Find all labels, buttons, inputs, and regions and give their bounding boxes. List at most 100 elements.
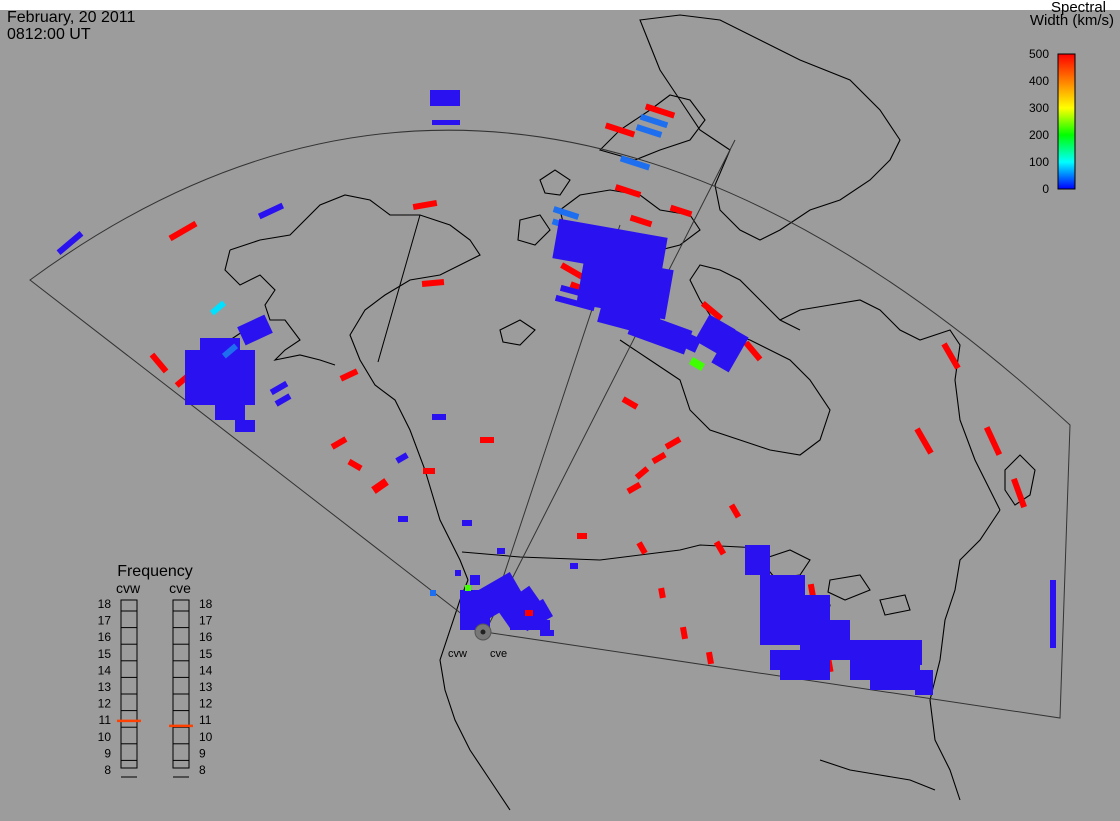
scatter-cell — [496, 585, 544, 630]
scatter-cell — [554, 294, 596, 312]
scatter-cell — [700, 300, 724, 322]
frequency-tick-left: 8 — [104, 763, 111, 777]
colorbar-tick-label: 100 — [1029, 155, 1049, 169]
frequency-column-cvw — [120, 599, 138, 769]
scatter-cell — [412, 199, 438, 211]
scatter-cell — [780, 650, 830, 680]
frequency-tick-left: 18 — [98, 597, 112, 611]
frequency-title: Frequency — [117, 563, 193, 580]
scatter-cell — [688, 357, 706, 371]
frequency-tick-left: 12 — [98, 697, 112, 711]
radar-label-cve: cve — [490, 648, 507, 660]
colorbar-tick-label: 0 — [1042, 182, 1049, 196]
scatter-cell — [480, 437, 494, 443]
frequency-label-cve: cve — [169, 580, 191, 596]
scatter-cell — [745, 545, 770, 575]
scatter-cell — [914, 427, 934, 455]
scatter-cell — [430, 90, 460, 106]
radar-site-center — [480, 629, 486, 635]
frequency-tick-right: 18 — [199, 597, 213, 611]
scatter-cell — [510, 620, 550, 630]
coastlines — [189, 14, 1036, 811]
scatter-cell — [552, 206, 580, 220]
scatter-cell — [770, 650, 782, 670]
scatter-cell — [604, 122, 636, 138]
scatter-cell — [629, 214, 653, 228]
frequency-tick-right: 9 — [199, 746, 206, 760]
scatter-cell — [807, 583, 817, 599]
scatter-cell — [552, 218, 668, 278]
scatter-cell — [235, 420, 255, 432]
scatter-cell — [915, 670, 933, 695]
colorbar: 500 400 300 200 100 0 — [1029, 47, 1076, 196]
radar-label-cvw: cvw — [448, 648, 467, 660]
scatter-cell — [639, 113, 669, 129]
scatter-cell — [711, 327, 749, 373]
scatter-cell — [1011, 477, 1027, 509]
scatter-cell — [462, 520, 472, 526]
scatter-cell — [713, 540, 727, 556]
frequency-grid: 18 18 17 17 16 16 15 15 14 14 13 13 12 12 11 11 10 10 9 9 8 8 — [98, 597, 213, 778]
frequency-tick-right: 11 — [199, 713, 212, 727]
scatter-cell — [621, 396, 639, 410]
scatter-cell — [636, 541, 648, 555]
scatter-cell — [614, 184, 642, 198]
frequency-tick-left: 15 — [98, 647, 112, 661]
scatter-cell — [257, 202, 285, 220]
frequency-tick-left: 14 — [98, 663, 112, 677]
frequency-tick-right: 14 — [199, 663, 213, 677]
scatter-cell — [658, 587, 666, 599]
frequency-column-cve — [172, 599, 190, 769]
scatter-cell — [540, 630, 554, 636]
scatter-cell — [430, 590, 436, 596]
frequency-label-cvw: cvw — [116, 580, 141, 596]
colorbar-title-line2: Width (km/s) — [1029, 12, 1114, 29]
scatter-cell — [395, 452, 409, 464]
top-strip — [0, 0, 1120, 10]
scatter-cell — [398, 516, 408, 522]
frequency-tick-left: 11 — [99, 713, 112, 727]
scatter-cell — [910, 640, 922, 665]
scatter-cell — [983, 426, 1003, 456]
scatter-cell — [644, 103, 676, 119]
colorbar-tick-label: 500 — [1029, 47, 1049, 61]
scatter-cell — [149, 352, 169, 374]
scatter-cell — [432, 414, 446, 420]
scatter-cell — [237, 314, 273, 346]
time-label: 0812:00 UT — [7, 26, 91, 43]
scatter-cell — [570, 563, 578, 569]
scatter-cell — [706, 651, 714, 665]
colorbar-title-line1: Spectral — [1050, 0, 1106, 16]
scatter-cell — [215, 395, 245, 420]
colorbar-gradient — [1057, 53, 1076, 190]
scatter-cell — [347, 458, 363, 472]
scatter-cell — [497, 548, 505, 554]
scatter-cell — [577, 533, 587, 539]
frequency-tick-right: 10 — [199, 730, 213, 744]
frequency-tick-left: 13 — [98, 680, 112, 694]
scatter-cell — [626, 481, 642, 495]
scatter-cell — [56, 231, 84, 255]
scatter-cell — [209, 300, 227, 316]
scatter-cell — [432, 120, 460, 125]
scatter-cell — [1050, 580, 1056, 648]
scatter-cell — [634, 466, 650, 480]
scatter-cell — [870, 665, 920, 690]
colorbar-tick-label: 400 — [1029, 74, 1049, 88]
scatter-cell — [465, 585, 471, 591]
scatter-cell — [455, 570, 461, 576]
scatter-cell — [559, 284, 601, 302]
scatter-cell — [664, 436, 682, 450]
scatter-cell — [651, 451, 667, 465]
frequency-tick-right: 16 — [199, 630, 213, 644]
scatter-cell — [760, 575, 805, 645]
colorbar-tick-label: 300 — [1029, 101, 1049, 115]
colorbar-ticks: 500 400 300 200 100 0 — [1029, 47, 1049, 196]
scatter-cell — [371, 478, 389, 494]
scatter-cell — [221, 343, 239, 359]
scatter-cell — [339, 368, 359, 382]
scatter-cell — [421, 279, 445, 287]
frequency-tick-right: 17 — [199, 614, 213, 628]
frequency-tick-right: 8 — [199, 763, 206, 777]
